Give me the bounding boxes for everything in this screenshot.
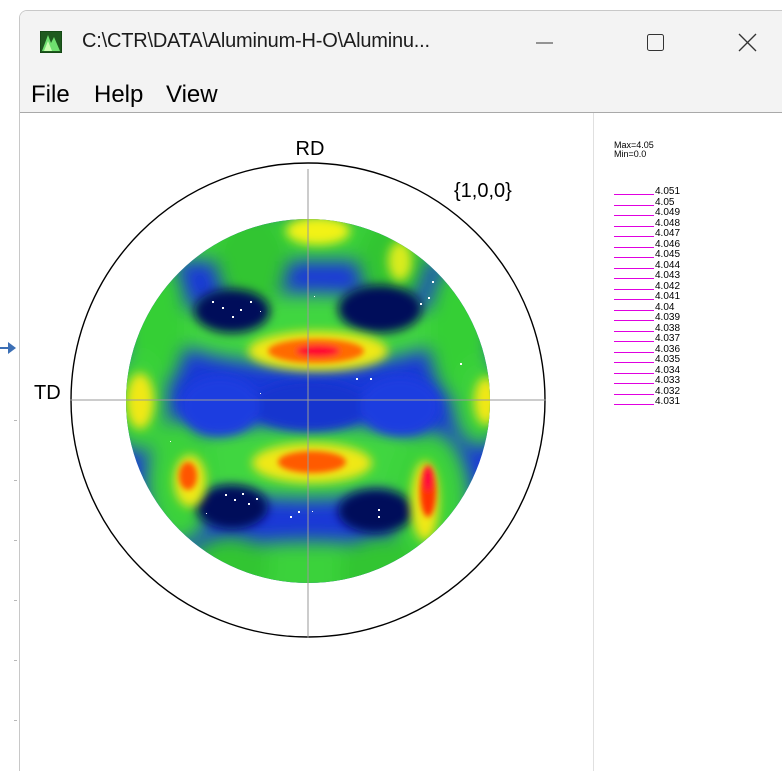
contour-legend: Max=4.05 Min=0.0 4.051 4.05 4.049 4.048 4.04… xyxy=(614,138,724,538)
rd-label: RD xyxy=(296,138,325,160)
annotation-arrow-icon xyxy=(8,342,16,354)
legend-value: 4.049 xyxy=(655,207,681,218)
legend-value: 4.04 xyxy=(655,301,675,313)
legend-line-swatch xyxy=(614,257,654,258)
minimize-button[interactable] xyxy=(526,26,570,60)
legend-row: 4.04 xyxy=(614,301,724,313)
legend-value: 4.043 xyxy=(655,270,681,281)
legend-row: 4.049 xyxy=(614,208,724,218)
menu-bar: File Help View xyxy=(20,75,782,113)
plane-label: {1,0,0} xyxy=(454,180,512,202)
legend-line-swatch xyxy=(614,267,654,269)
menu-file[interactable]: File xyxy=(31,81,70,108)
legend-value: 4.031 xyxy=(655,396,681,407)
menu-view[interactable]: View xyxy=(166,81,218,108)
title-bar[interactable]: C:\CTR\DATA\Aluminum-H-O\Aluminu... xyxy=(20,11,782,75)
app-icon xyxy=(40,31,62,53)
legend-value: 4.033 xyxy=(655,375,681,386)
legend-row: 4.032 xyxy=(614,385,724,397)
legend-line-swatch xyxy=(614,299,654,300)
close-button[interactable] xyxy=(728,26,772,60)
legend-line-swatch xyxy=(614,404,654,405)
legend-line-swatch xyxy=(614,351,654,353)
legend-value: 4.032 xyxy=(655,385,681,397)
pole-figure-plot: RD TD {1,0,0} xyxy=(34,138,546,638)
legend-line-swatch xyxy=(614,320,654,321)
legend-line-swatch xyxy=(614,393,654,395)
legend-row: 4.048 xyxy=(614,217,724,229)
legend-row: 4.038 xyxy=(614,322,724,334)
legend-line-swatch xyxy=(614,341,654,342)
maximize-icon xyxy=(647,34,664,51)
app-window: C:\CTR\DATA\Aluminum-H-O\Aluminu... File… xyxy=(19,10,782,771)
legend-line-swatch xyxy=(614,246,654,248)
legend-row: 4.043 xyxy=(614,271,724,281)
legend-line-swatch xyxy=(614,225,654,227)
legend-value: 4.048 xyxy=(655,217,681,229)
legend-line-swatch xyxy=(614,383,654,384)
legend-row: 4.041 xyxy=(614,292,724,302)
legend-value: 4.035 xyxy=(655,354,681,365)
legend-value: 4.047 xyxy=(655,228,681,239)
legend-value: 4.039 xyxy=(655,312,681,323)
legend-value: 4.044 xyxy=(655,259,681,271)
legend-row: 4.034 xyxy=(614,364,724,376)
legend-line-swatch xyxy=(614,372,654,374)
legend-min: Min=0.0 xyxy=(614,149,647,159)
legend-value: 4.038 xyxy=(655,322,681,334)
legend-value: 4.041 xyxy=(655,291,681,302)
legend-line-swatch xyxy=(614,215,654,216)
legend-row: 4.036 xyxy=(614,343,724,355)
legend-value: 4.037 xyxy=(655,333,681,344)
legend-value: 4.036 xyxy=(655,343,681,355)
legend-row: 4.037 xyxy=(614,334,724,344)
legend-row: 4.05 xyxy=(614,196,724,208)
legend-row: 4.045 xyxy=(614,250,724,260)
legend-row: 4.051 xyxy=(614,187,724,197)
legend-row: 4.044 xyxy=(614,259,724,271)
legend-line-swatch xyxy=(614,194,654,195)
legend-row: 4.039 xyxy=(614,313,724,323)
legend-line-swatch xyxy=(614,288,654,290)
legend-row: 4.047 xyxy=(614,229,724,239)
legend-line-swatch xyxy=(614,309,654,311)
close-icon xyxy=(738,33,757,52)
legend-line-swatch xyxy=(614,204,654,206)
legend-row: 4.042 xyxy=(614,280,724,292)
legend-line-swatch xyxy=(614,362,654,363)
legend-divider xyxy=(593,113,594,771)
legend-line-swatch xyxy=(614,330,654,332)
legend-row: 4.035 xyxy=(614,355,724,365)
minimize-icon xyxy=(536,42,553,44)
window-title: C:\CTR\DATA\Aluminum-H-O\Aluminu... xyxy=(82,30,430,52)
noise-specks xyxy=(170,281,462,518)
legend-value: 4.046 xyxy=(655,238,681,250)
legend-line-swatch xyxy=(614,278,654,279)
background-ruler xyxy=(14,420,17,760)
legend-value: 4.045 xyxy=(655,249,681,260)
legend-row: 4.046 xyxy=(614,238,724,250)
legend-value: 4.05 xyxy=(655,196,675,208)
legend-max: Max=4.05 xyxy=(614,140,654,150)
menu-help[interactable]: Help xyxy=(94,81,144,108)
maximize-button[interactable] xyxy=(634,26,678,60)
legend-row: 4.031 xyxy=(614,397,724,407)
annotation-arrow-line xyxy=(0,347,9,349)
legend-value: 4.051 xyxy=(655,186,681,197)
legend-value: 4.042 xyxy=(655,280,681,292)
legend-line-swatch xyxy=(614,236,654,237)
legend-row: 4.033 xyxy=(614,376,724,386)
td-label: TD xyxy=(34,382,61,404)
legend-value: 4.034 xyxy=(655,364,681,376)
